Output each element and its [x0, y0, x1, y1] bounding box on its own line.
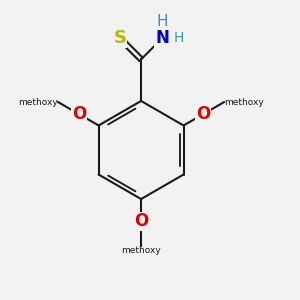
Text: H: H [173, 31, 184, 45]
Text: methoxy: methoxy [18, 98, 58, 106]
Text: S: S [114, 29, 127, 47]
Text: O: O [196, 105, 210, 123]
Text: H: H [156, 14, 168, 29]
Text: O: O [134, 212, 148, 230]
Text: methoxy: methoxy [121, 246, 161, 255]
Text: methoxy: methoxy [224, 98, 264, 106]
Text: O: O [72, 105, 86, 123]
Text: N: N [155, 29, 169, 47]
